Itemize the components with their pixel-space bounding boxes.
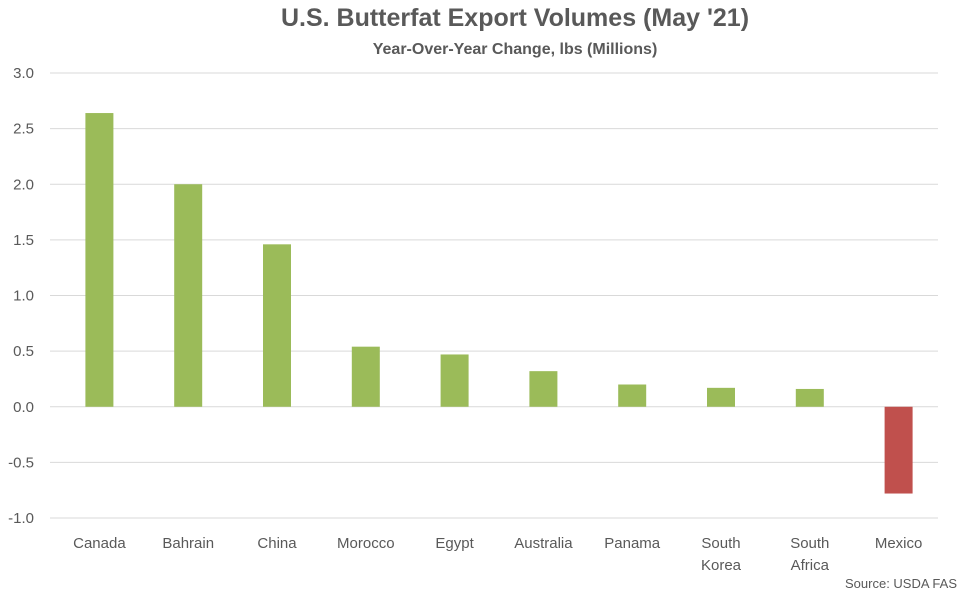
source-note: Source: USDA FAS (845, 576, 957, 591)
bar-canada (85, 113, 114, 407)
x-tick-label: Bahrain (162, 535, 214, 552)
bar-mexico (884, 406, 913, 494)
bar-bahrain (174, 184, 203, 407)
x-tick-label: South Korea (701, 535, 742, 574)
chart-title: U.S. Butterfat Export Volumes (May '21) (280, 4, 750, 32)
y-axis-ticks: 3.0 2.5 2.0 1.5 1.0 0.5 0.0 -0.5 -1.0 (8, 65, 34, 527)
y-tick-label: -0.5 (8, 454, 34, 471)
bar-panama (618, 384, 647, 407)
x-tick-label: China (257, 535, 297, 552)
y-tick-label: 0.0 (13, 399, 34, 416)
bar-egypt (440, 354, 469, 407)
x-tick-label: Australia (514, 535, 573, 552)
y-tick-label: 1.0 (13, 288, 34, 305)
y-tick-label: 1.5 (13, 232, 34, 249)
y-tick-label: -1.0 (8, 510, 34, 527)
x-tick-label: Mexico (875, 535, 923, 552)
x-tick-label: Egypt (435, 535, 474, 552)
bar-china (263, 244, 291, 407)
y-tick-label: 2.5 (13, 121, 34, 138)
x-tick-label: South Africa (790, 535, 829, 574)
x-axis-ticks: Canada Bahrain China Morocco Egypt Australia P… (73, 535, 922, 574)
y-tick-label: 2.0 (13, 176, 34, 193)
y-tick-label: 3.0 (13, 65, 34, 82)
x-tick-label: Morocco (337, 535, 395, 552)
bar-south-korea (707, 387, 735, 407)
x-tick-label: Panama (604, 535, 661, 552)
bar-morocco (351, 346, 380, 407)
bar-australia (529, 371, 558, 407)
y-tick-label: 0.5 (13, 343, 34, 360)
x-tick-label: Canada (73, 535, 126, 552)
bar-south-africa (795, 388, 824, 407)
chart-subtitle: Year-Over-Year Change, lbs (Millions) (372, 41, 658, 58)
bars (85, 113, 913, 494)
